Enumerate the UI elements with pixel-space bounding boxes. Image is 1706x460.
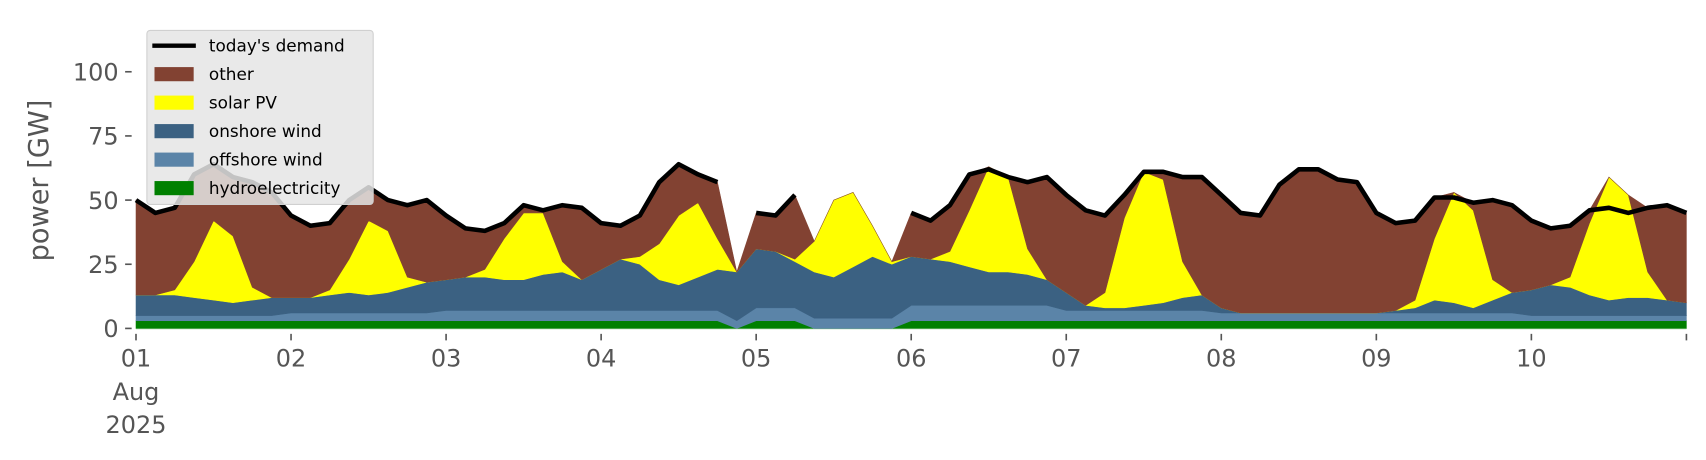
y-tick-label: 25 <box>88 251 118 279</box>
x-tick-label: 07 <box>1051 344 1081 372</box>
y-tick-label: 0 <box>103 315 118 343</box>
legend-label: hydroelectricity <box>209 178 341 198</box>
legend-swatch <box>154 67 194 82</box>
x-tick-label: 06 <box>896 344 926 372</box>
legend-swatch <box>154 181 194 196</box>
legend-label: onshore wind <box>209 121 322 141</box>
legend: today's demand other solar PV onshore wind o… <box>146 29 374 205</box>
x-tick-sublabel: 2025 <box>106 411 167 439</box>
legend-label: other <box>209 64 254 84</box>
x-tick-label: 08 <box>1206 344 1236 372</box>
x-tick-label: 01 <box>121 344 151 372</box>
legend-swatch <box>154 95 194 110</box>
y-tick-label: 50 <box>88 187 118 215</box>
y-tick-label: 75 <box>88 123 118 151</box>
legend-label: today's demand <box>209 36 345 56</box>
axes: 0 25 50 75 100 01 Aug 2025 02 03 04 05 06 07 08 09 10 <box>73 58 1688 439</box>
y-tick-label: 100 <box>73 58 119 86</box>
area-hydroelectricity <box>135 320 1687 329</box>
x-tick-label: 02 <box>276 344 306 372</box>
x-tick-label: 09 <box>1361 344 1391 372</box>
x-tick-label: 10 <box>1516 344 1546 372</box>
x-tick-sublabel: Aug <box>113 378 160 406</box>
x-tick-label: 05 <box>741 344 771 372</box>
legend-swatch <box>154 124 194 139</box>
stacked-areas <box>135 163 1687 329</box>
legend-label: offshore wind <box>209 150 323 170</box>
x-tick-label: 04 <box>586 344 616 372</box>
y-axis-label: power [GW] <box>24 100 55 262</box>
legend-box <box>146 29 374 205</box>
legend-label: solar PV <box>209 93 278 113</box>
x-tick-label: 03 <box>431 344 461 372</box>
legend-swatch <box>154 152 194 167</box>
